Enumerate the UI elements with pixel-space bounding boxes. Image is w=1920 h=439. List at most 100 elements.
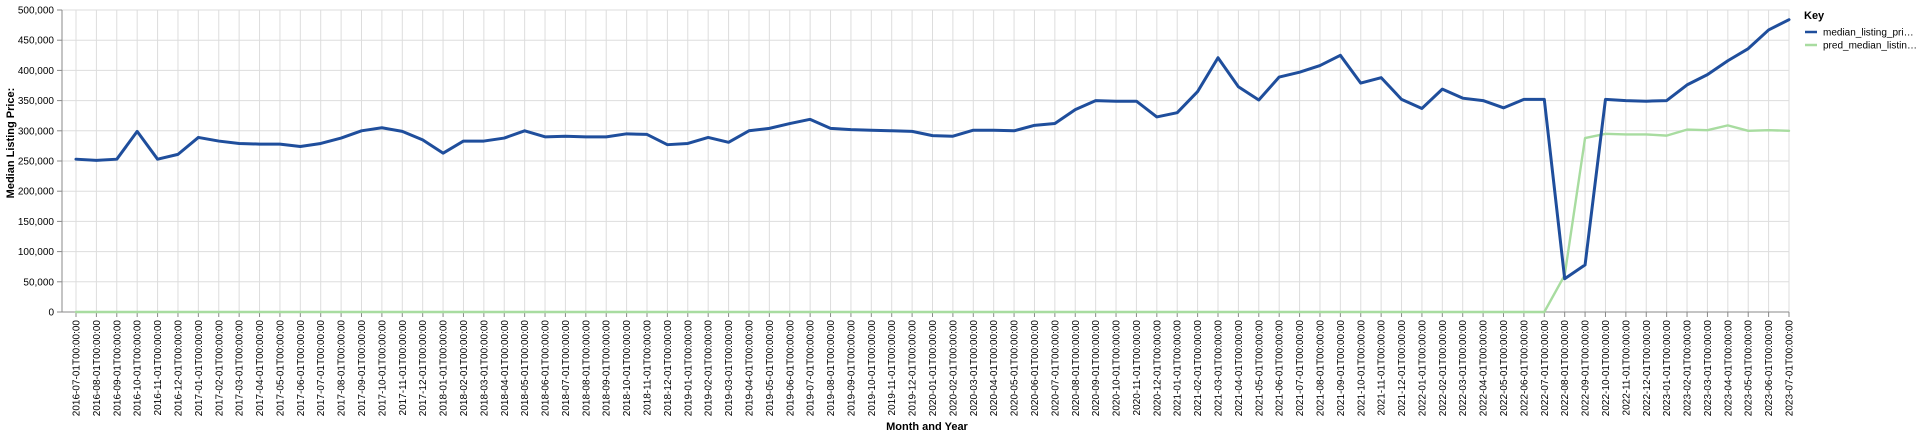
x-tick-label: 2017-01-01T00:00:00 [194, 320, 205, 417]
y-tick-label: 100,000 [18, 247, 55, 258]
y-tick-label: 0 [48, 308, 54, 319]
x-tick-label: 2020-08-01T00:00:00 [1071, 320, 1082, 417]
x-tick-label: 2021-06-01T00:00:00 [1275, 320, 1286, 417]
x-tick-label: 2019-12-01T00:00:00 [908, 320, 919, 417]
legend-label: pred_median_listin… [1823, 41, 1917, 52]
x-tick-label: 2020-12-01T00:00:00 [1152, 320, 1163, 417]
x-tick-label: 2018-12-01T00:00:00 [663, 320, 674, 417]
x-tick-label: 2021-11-01T00:00:00 [1377, 320, 1388, 416]
x-tick-label: 2019-04-01T00:00:00 [744, 320, 755, 417]
y-axis-title: Median Listing Price: [5, 88, 17, 199]
x-tick-label: 2022-12-01T00:00:00 [1642, 320, 1653, 417]
x-tick-label: 2022-06-01T00:00:00 [1519, 320, 1530, 417]
x-tick-label: 2020-04-01T00:00:00 [989, 320, 1000, 417]
x-tick-label: 2022-02-01T00:00:00 [1438, 320, 1449, 417]
x-axis-title: Month and Year [886, 421, 968, 433]
legend-title: Key [1804, 10, 1825, 22]
x-tick-label: 2022-01-01T00:00:00 [1417, 320, 1428, 417]
x-tick-label: 2022-08-01T00:00:00 [1560, 320, 1571, 417]
x-tick-label: 2017-12-01T00:00:00 [418, 320, 429, 417]
x-tick-label: 2021-07-01T00:00:00 [1295, 320, 1306, 417]
x-tick-label: 2018-07-01T00:00:00 [561, 320, 572, 417]
x-tick-label: 2020-03-01T00:00:00 [969, 320, 980, 417]
x-tick-label: 2022-09-01T00:00:00 [1581, 320, 1592, 417]
x-tick-label: 2021-08-01T00:00:00 [1315, 320, 1326, 417]
x-tick-label: 2016-10-01T00:00:00 [133, 320, 144, 417]
x-tick-label: 2023-04-01T00:00:00 [1723, 320, 1734, 417]
x-tick-label: 2018-08-01T00:00:00 [581, 320, 592, 417]
x-tick-label: 2017-06-01T00:00:00 [296, 320, 307, 417]
x-tick-label: 2016-12-01T00:00:00 [173, 320, 184, 417]
x-tick-label: 2021-01-01T00:00:00 [1173, 320, 1184, 417]
x-tick-label: 2020-02-01T00:00:00 [948, 320, 959, 417]
x-tick-label: 2021-03-01T00:00:00 [1214, 320, 1225, 417]
x-tick-label: 2020-10-01T00:00:00 [1112, 320, 1123, 417]
x-tick-label: 2016-08-01T00:00:00 [92, 320, 103, 417]
y-tick-label: 500,000 [18, 6, 55, 17]
x-axis: 2016-07-01T00:00:00 2016-08-01T00:00:00 20… [62, 311, 1796, 417]
x-tick-label: 2017-08-01T00:00:00 [337, 320, 348, 417]
x-tick-label: 2021-04-01T00:00:00 [1234, 320, 1245, 417]
y-tick-label: 150,000 [18, 217, 55, 228]
x-tick-label: 2019-11-01T00:00:00 [887, 320, 898, 416]
y-tick-label: 400,000 [18, 66, 55, 77]
x-tick-label: 2018-04-01T00:00:00 [500, 320, 511, 417]
y-tick-label: 200,000 [18, 187, 55, 198]
x-tick-label: 2022-10-01T00:00:00 [1601, 320, 1612, 417]
x-tick-label: 2021-05-01T00:00:00 [1254, 320, 1265, 417]
x-tick-label: 2021-02-01T00:00:00 [1193, 320, 1204, 417]
x-tick-label: 2023-03-01T00:00:00 [1703, 320, 1714, 417]
x-tick-label: 2018-11-01T00:00:00 [643, 320, 654, 416]
x-tick-label: 2021-10-01T00:00:00 [1356, 320, 1367, 417]
x-tick-label: 2021-12-01T00:00:00 [1397, 320, 1408, 417]
x-tick-label: 2019-08-01T00:00:00 [826, 320, 837, 417]
x-tick-label: 2020-01-01T00:00:00 [928, 320, 939, 417]
legend: Key median_listing_pri… pred_median_listi… [1804, 10, 1917, 52]
x-tick-label: 2020-07-01T00:00:00 [1050, 320, 1061, 417]
x-tick-label: 2019-03-01T00:00:00 [724, 320, 735, 417]
x-tick-label: 2020-06-01T00:00:00 [1030, 320, 1041, 417]
x-tick-label: 2019-06-01T00:00:00 [785, 320, 796, 417]
x-tick-label: 2020-05-01T00:00:00 [1010, 320, 1021, 417]
x-tick-label: 2022-03-01T00:00:00 [1458, 320, 1469, 417]
x-tick-label: 2017-03-01T00:00:00 [235, 320, 246, 417]
x-tick-label: 2022-04-01T00:00:00 [1479, 320, 1490, 417]
x-tick-label: 2018-05-01T00:00:00 [520, 320, 531, 417]
x-tick-label: 2016-09-01T00:00:00 [112, 320, 123, 417]
x-tick-label: 2022-11-01T00:00:00 [1621, 320, 1632, 416]
x-tick-label: 2021-09-01T00:00:00 [1336, 320, 1347, 417]
x-tick-label: 2018-09-01T00:00:00 [602, 320, 613, 417]
x-tick-label: 2018-03-01T00:00:00 [479, 320, 490, 417]
x-tick-label: 2023-07-01T00:00:00 [1785, 320, 1796, 417]
y-tick-label: 350,000 [18, 96, 55, 107]
y-axis: 0 50,000 100,000 150,000 200,000 250,000 300,0… [18, 6, 63, 319]
x-tick-label: 2017-10-01T00:00:00 [377, 320, 388, 417]
x-tick-label: 2017-04-01T00:00:00 [255, 320, 266, 417]
x-tick-label: 2022-07-01T00:00:00 [1540, 320, 1551, 417]
y-tick-label: 250,000 [18, 157, 55, 168]
x-tick-label: 2017-02-01T00:00:00 [214, 320, 225, 417]
x-tick-label: 2019-10-01T00:00:00 [867, 320, 878, 417]
series-lines [74, 18, 1791, 314]
x-tick-label: 2017-09-01T00:00:00 [357, 320, 368, 417]
series-line-median-listing-price [74, 18, 1791, 281]
x-tick-label: 2023-06-01T00:00:00 [1764, 320, 1775, 417]
x-tick-label: 2017-07-01T00:00:00 [316, 320, 327, 417]
x-tick-label: 2019-05-01T00:00:00 [765, 320, 776, 417]
y-tick-label: 450,000 [18, 36, 55, 47]
x-tick-label: 2018-06-01T00:00:00 [541, 320, 552, 417]
x-tick-label: 2017-11-01T00:00:00 [398, 320, 409, 416]
y-tick-label: 50,000 [23, 277, 54, 288]
x-tick-label: 2022-05-01T00:00:00 [1499, 320, 1510, 417]
x-tick-label: 2019-07-01T00:00:00 [806, 320, 817, 417]
x-tick-label: 2023-02-01T00:00:00 [1683, 320, 1694, 417]
x-tick-label: 2016-11-01T00:00:00 [153, 320, 164, 416]
series-line-pred-median-listing-price [74, 124, 1791, 314]
x-tick-label: 2016-07-01T00:00:00 [72, 320, 83, 417]
legend-label: median_listing_pri… [1823, 28, 1914, 39]
x-tick-label: 2023-05-01T00:00:00 [1744, 320, 1755, 417]
x-tick-label: 2017-05-01T00:00:00 [275, 320, 286, 417]
x-tick-label: 2020-11-01T00:00:00 [1132, 320, 1143, 416]
x-tick-label: 2018-02-01T00:00:00 [459, 320, 470, 417]
